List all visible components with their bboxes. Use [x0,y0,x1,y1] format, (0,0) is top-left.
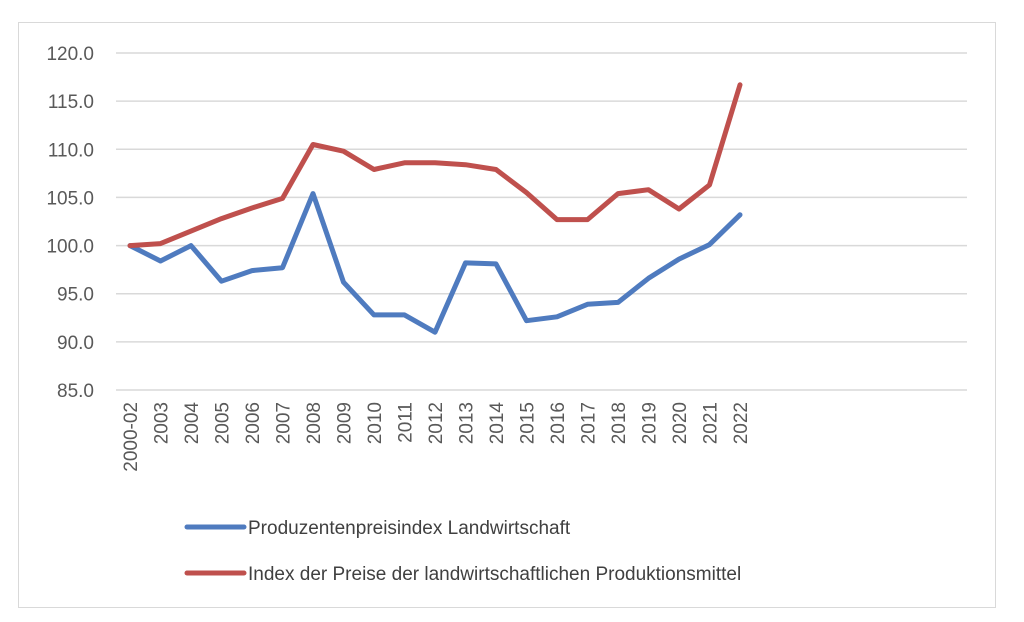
y-tick-label: 100.0 [46,237,94,258]
series-line-1 [127,82,743,249]
x-tick-label: 2014 [487,402,508,445]
x-tick-label: 2003 [152,402,173,444]
x-tick-label: 2015 [518,402,539,444]
x-tick-label: 2011 [396,402,417,443]
x-tick-label: 2017 [579,402,600,444]
x-tick-label: 2009 [335,402,356,444]
x-tick-label: 2013 [457,402,478,444]
series-lines [127,82,743,335]
x-tick-label: 2005 [213,402,234,444]
y-tick-label: 120.0 [46,44,94,65]
legend-label-series-0: Produzentenpreisindex Landwirtschaft [248,518,571,539]
x-tick-label: 2010 [365,402,386,444]
x-tick-label: 2000-02 [121,402,142,472]
x-tick-label: 2020 [670,402,691,444]
y-tick-label: 90.0 [57,333,94,354]
y-tick-label: 95.0 [57,285,94,306]
gridlines [116,52,967,391]
y-axis-ticks: 85.0 90.0 95.0 100.0 105.0 110.0 115.0 120.0 [46,44,94,402]
x-tick-label: 2018 [609,402,630,444]
y-tick-label: 105.0 [46,188,94,209]
legend: Produzentenpreisindex Landwirtschaft Ind… [184,518,741,585]
x-tick-label: 2007 [274,402,295,444]
y-tick-label: 85.0 [57,381,94,402]
x-tick-label: 2016 [548,402,569,444]
chart-frame [18,22,996,608]
x-tick-label: 2012 [426,402,447,444]
x-tick-label: 2022 [731,402,752,444]
x-axis-ticks: 2000-02 2003 2004 2005 2006 2007 2008 2009 2010 2… [121,402,752,472]
x-tick-label: 2008 [304,402,325,444]
y-tick-label: 110.0 [48,140,94,161]
x-tick-label: 2004 [182,402,203,445]
legend-label-series-1: Index der Preise der landwirtschaftliche… [248,564,741,585]
x-tick-label: 2019 [640,402,661,444]
series-line-0 [127,191,743,335]
x-tick-label: 2006 [243,402,264,444]
y-tick-label: 115.0 [48,92,94,113]
x-tick-label: 2021 [701,402,722,444]
